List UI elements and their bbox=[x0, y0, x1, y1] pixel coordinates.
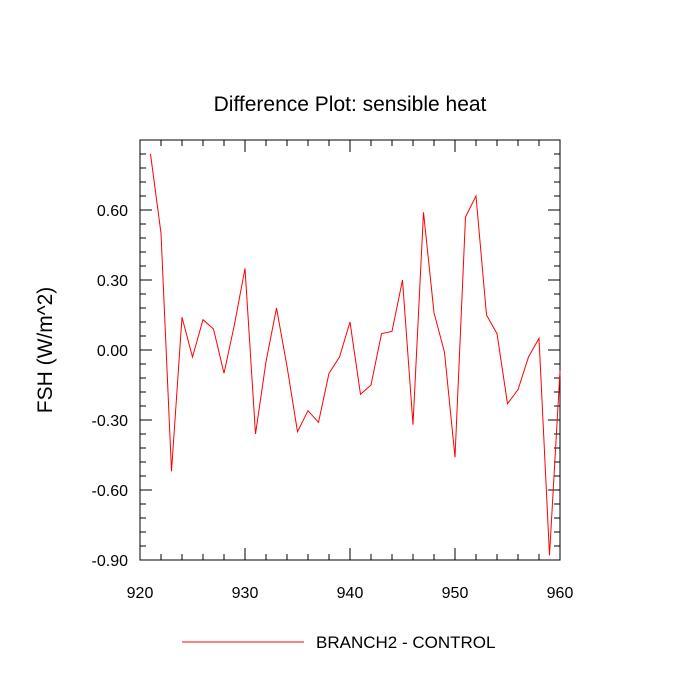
plot-frame bbox=[139, 139, 561, 561]
tick-labels: 920 930 940 950 960 -0.90 -0.60 -0.30 0.00 0.30 0.… bbox=[92, 203, 574, 602]
legend-label: BRANCH2 - CONTROL bbox=[316, 633, 495, 652]
x-tick-label: 930 bbox=[232, 585, 259, 602]
x-tick-label: 920 bbox=[127, 585, 154, 602]
y-tick-label: 0.30 bbox=[97, 273, 128, 290]
y-tick-label: -0.90 bbox=[92, 553, 129, 570]
series-layer bbox=[150, 153, 561, 556]
chart-title: Difference Plot: sensible heat bbox=[214, 93, 487, 116]
y-tick-label: -0.30 bbox=[92, 413, 129, 430]
y-axis-label: FSH (W/m^2) bbox=[34, 287, 57, 414]
x-tick-label: 960 bbox=[547, 585, 574, 602]
y-tick-label: 0.60 bbox=[97, 203, 128, 220]
y-tick-label: 0.00 bbox=[97, 343, 128, 360]
series-line bbox=[150, 153, 561, 556]
x-tick-label: 950 bbox=[442, 585, 469, 602]
x-tick-label: 940 bbox=[337, 585, 364, 602]
axis-ticks bbox=[139, 140, 561, 561]
legend: BRANCH2 - CONTROL bbox=[182, 633, 495, 652]
y-tick-label: -0.60 bbox=[92, 483, 129, 500]
